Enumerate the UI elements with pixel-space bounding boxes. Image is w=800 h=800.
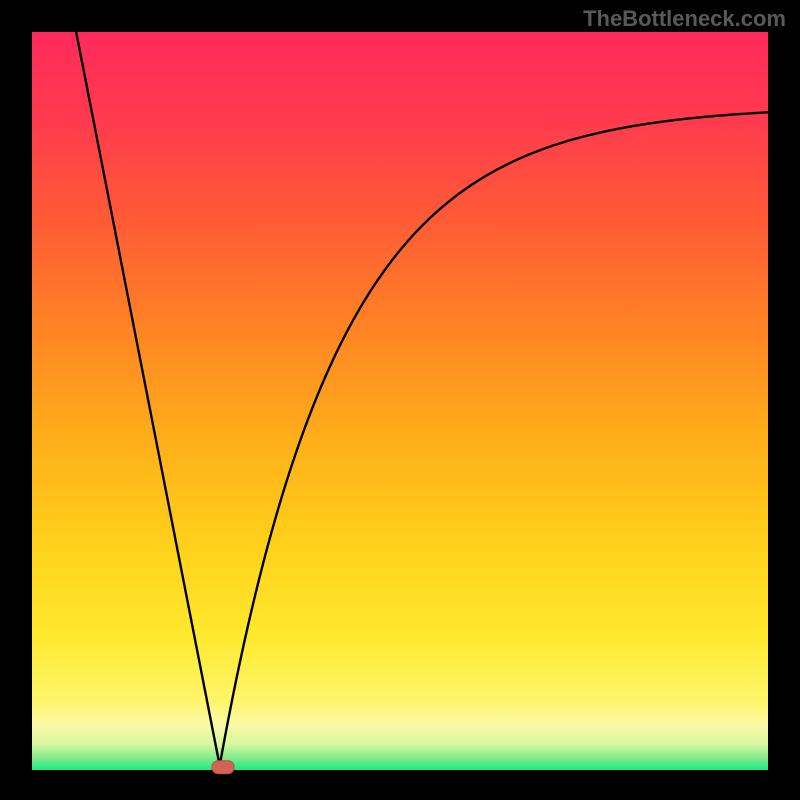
chart-frame: TheBottleneck.com: [0, 0, 800, 800]
minimum-marker: [212, 761, 234, 774]
bottleneck-chart: [0, 0, 800, 800]
